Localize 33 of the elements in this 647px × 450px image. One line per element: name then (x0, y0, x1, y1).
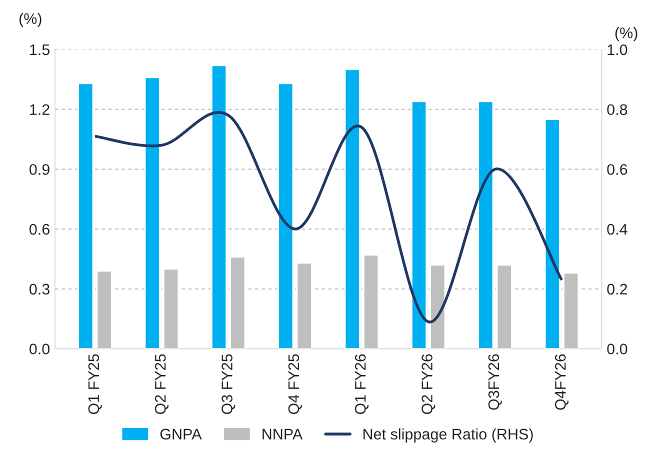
x-tick-label: Q2 FY26 (422, 354, 436, 414)
bar (544, 118, 560, 349)
y-tick-label: 1.2 (30, 104, 50, 115)
x-tick-label: Q4 FY25 (288, 354, 302, 414)
x-tick-label: Q4FY26 (554, 354, 569, 410)
y2-tick-label: 0.2 (607, 284, 628, 295)
x-tick-label: Q3FY26 (488, 354, 502, 410)
legend-label: GNPA (160, 428, 202, 440)
x-tick-label: Q1 FY25 (88, 354, 102, 414)
y2-tick-label: 0.8 (607, 104, 628, 116)
y2-axis-title: (%) (615, 27, 638, 42)
bar (144, 76, 160, 349)
y-tick-label: 0.6 (29, 224, 50, 235)
x-tick-label: Q2 FY25 (154, 354, 169, 414)
y-tick-label: 0.0 (29, 344, 50, 354)
legend-label: Net slippage Ratio (RHS) (364, 428, 533, 443)
y-axis-title: (%) (19, 12, 42, 28)
y2-tick-label: 0.0 (607, 344, 628, 354)
y-tick-label: 0.3 (29, 284, 50, 295)
bar (278, 82, 294, 349)
legend-label: NNPA (262, 428, 303, 440)
y-tick-label: 0.9 (29, 164, 50, 175)
y2-tick-label: 1.0 (608, 44, 628, 56)
bar (478, 100, 494, 349)
y-tick-label: 1.5 (30, 44, 50, 56)
x-tick-label: Q1 FY26 (354, 354, 369, 414)
bar (411, 100, 428, 349)
y2-tick-label: 0.4 (607, 224, 628, 235)
bar (344, 68, 360, 349)
bar (210, 64, 228, 349)
bar (78, 82, 94, 349)
x-tick-label: Q3 FY25 (222, 354, 236, 414)
y2-tick-label: 0.6 (607, 164, 628, 175)
